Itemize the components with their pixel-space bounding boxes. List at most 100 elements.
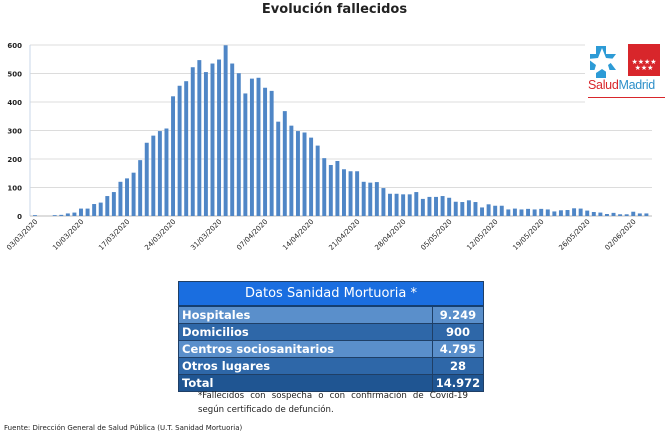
bar <box>289 125 294 216</box>
x-tick-label: 14/04/2020 <box>281 218 315 252</box>
x-tick-label: 21/04/2020 <box>327 218 361 252</box>
x-tick-label: 24/03/2020 <box>143 218 177 252</box>
x-tick-label: 12/05/2020 <box>465 218 499 252</box>
x-tick-label: 10/03/2020 <box>51 218 85 252</box>
bar <box>637 213 642 216</box>
bar <box>631 211 636 216</box>
row-label: Total <box>179 375 433 391</box>
bar <box>447 197 452 216</box>
y-tick-label: 300 <box>7 128 22 136</box>
y-tick-label: 0 <box>17 213 22 221</box>
table-row: Centros sociosanitarios 4.795 <box>179 341 483 358</box>
bar <box>499 205 504 216</box>
bar <box>506 209 511 216</box>
bar <box>328 164 333 216</box>
table-row: Domicilios 900 <box>179 324 483 341</box>
bar <box>52 215 57 216</box>
bar <box>618 214 623 216</box>
bar <box>604 214 609 216</box>
bar <box>361 181 366 216</box>
bar <box>144 142 149 216</box>
row-label: Hospitales <box>179 307 433 323</box>
x-tick-label: 07/04/2020 <box>235 218 269 252</box>
bar <box>374 182 379 216</box>
bar <box>217 59 222 216</box>
bar <box>111 192 116 216</box>
x-tick-label: 03/03/2020 <box>5 218 39 252</box>
bar <box>282 111 287 216</box>
bar <box>381 188 386 216</box>
bar <box>644 213 649 216</box>
logo-text-madrid: Madrid <box>618 78 655 92</box>
bar <box>164 128 169 216</box>
bar <box>65 213 70 216</box>
bar <box>197 60 202 217</box>
bar <box>230 63 235 217</box>
bar <box>480 207 485 216</box>
bar <box>335 160 340 216</box>
logo-text-salud: Salud <box>588 78 619 92</box>
y-tick-label: 100 <box>7 185 22 193</box>
bar <box>151 135 156 216</box>
bar <box>203 72 208 216</box>
svg-text:★★★: ★★★ <box>635 64 654 72</box>
bar <box>342 169 346 216</box>
bar <box>295 131 300 216</box>
mortuary-data-table: Datos Sanidad Mortuoria * Hospitales 9.24… <box>178 281 484 392</box>
bar <box>572 208 577 216</box>
row-value: 4.795 <box>439 342 477 356</box>
bar <box>578 208 583 216</box>
bar <box>355 171 360 216</box>
row-value: 900 <box>445 325 470 339</box>
bar <box>79 208 83 216</box>
bar <box>269 90 274 216</box>
bar <box>315 145 320 216</box>
bar <box>309 137 314 216</box>
row-label: Domicilios <box>179 324 433 340</box>
bar <box>453 201 458 216</box>
x-tick-label: 26/05/2020 <box>557 218 591 252</box>
y-tick-label: 500 <box>7 71 22 79</box>
svg-text:★★★★: ★★★★ <box>631 58 656 66</box>
bar <box>473 202 478 216</box>
row-value: 28 <box>449 359 466 373</box>
bar <box>460 202 465 216</box>
row-value: 9.249 <box>439 308 477 322</box>
bar <box>184 81 189 216</box>
y-tick-label: 600 <box>7 42 22 50</box>
source-text: Fuente: Dirección General de Salud Públi… <box>4 424 243 432</box>
table-header: Datos Sanidad Mortuoria * <box>179 282 483 307</box>
x-tick-label: 17/03/2020 <box>97 218 131 252</box>
bar <box>407 194 412 216</box>
table-row-total: Total 14.972 <box>179 375 483 391</box>
row-label: Centros sociosanitarios <box>179 341 433 357</box>
bar <box>322 158 327 216</box>
bar <box>105 196 110 216</box>
bar <box>33 215 37 216</box>
bar <box>72 212 77 216</box>
bar <box>131 172 136 216</box>
bar <box>348 171 353 216</box>
bar <box>434 196 438 216</box>
y-tick-label: 200 <box>7 156 22 164</box>
bar <box>598 212 603 216</box>
bar <box>223 45 228 216</box>
bar <box>539 208 544 216</box>
salud-madrid-logo: ★★★★ ★★★ SaludMadrid <box>588 42 668 104</box>
bar <box>414 192 419 216</box>
bar <box>118 181 123 216</box>
bar <box>302 132 307 216</box>
bar <box>493 205 498 216</box>
logo-underline <box>588 97 665 98</box>
bar <box>512 208 517 216</box>
deaths-bar-chart: 0 100 200 300 400 500 600 03/03/2020 10/03/2020 1… <box>5 42 652 252</box>
bar <box>420 198 425 216</box>
bar <box>388 193 392 216</box>
bar <box>486 204 491 216</box>
bar <box>98 202 103 216</box>
bar <box>558 210 563 216</box>
bar <box>177 85 182 216</box>
x-tick-label: 02/06/2020 <box>603 218 637 252</box>
bar <box>526 208 531 216</box>
bar <box>591 212 596 216</box>
